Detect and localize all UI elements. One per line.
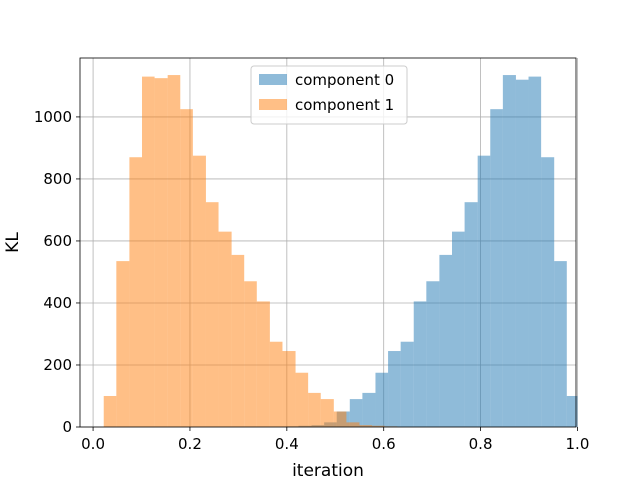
x-tick-label: 0.6 <box>372 435 396 453</box>
histogram-bar-component-0 <box>400 341 414 427</box>
x-axis-label: iteration <box>292 461 364 480</box>
histogram-bar-component-0 <box>439 254 452 427</box>
histogram-bar-component-0 <box>426 281 440 427</box>
histogram-bar-component-1 <box>320 399 334 427</box>
x-tick-label: 0.2 <box>178 435 202 453</box>
histogram-bar-component-0 <box>464 202 478 427</box>
histogram-bar-component-1 <box>180 109 193 427</box>
histogram-bar-component-1 <box>359 425 373 427</box>
histogram-bar-component-1 <box>116 261 130 427</box>
y-axis-label: KL <box>3 232 23 253</box>
histogram-bar-component-0 <box>349 399 363 427</box>
histogram-bar-component-0 <box>515 79 529 428</box>
y-tick-label: 1000 <box>34 108 72 126</box>
histogram-bar-component-0 <box>375 372 389 427</box>
histogram-bar-component-1 <box>282 351 296 427</box>
histogram-bar-component-0 <box>541 157 555 427</box>
histogram-bar-component-1 <box>346 422 360 427</box>
y-tick-label: 800 <box>43 170 72 188</box>
histogram-bar-component-0 <box>566 395 578 427</box>
y-tick-label: 200 <box>43 356 72 374</box>
histogram-bar-component-0 <box>490 109 503 427</box>
histogram-bar-component-1 <box>218 231 232 427</box>
histogram-bar-component-0 <box>554 261 567 427</box>
histogram-bar-component-1 <box>167 75 181 427</box>
histogram-bar-component-0 <box>477 155 491 428</box>
legend-swatch-component-1 <box>259 99 287 110</box>
histogram-bar-component-1 <box>372 425 385 427</box>
x-tick-label: 0.4 <box>275 435 299 453</box>
histogram-bar-component-1 <box>333 411 347 427</box>
histogram-bar-component-1 <box>231 254 245 427</box>
x-tick-label: 0.8 <box>469 435 493 453</box>
legend-label-component-1: component 1 <box>295 96 394 114</box>
ticks: 0.0 0.2 0.4 0.6 0.8 1.0 0 200 400 600 800 1000 <box>34 108 590 453</box>
legend-box <box>250 65 408 125</box>
x-tick-label: 1.0 <box>566 435 590 453</box>
x-tick-label: 0.0 <box>81 435 105 453</box>
histogram-bar-component-1 <box>103 395 117 427</box>
histogram-bar-component-0 <box>413 301 427 427</box>
legend-label-component-0: component 0 <box>295 71 394 89</box>
histogram-bar-component-1 <box>269 341 283 427</box>
histogram-bar-component-1 <box>205 202 219 427</box>
histogram-bar-component-0 <box>388 351 401 427</box>
bars <box>103 75 578 428</box>
histogram-bar-component-0 <box>362 392 376 427</box>
histogram-bar-component-1 <box>244 281 257 427</box>
histogram-bar-component-0 <box>502 75 516 427</box>
plot-frame <box>79 57 577 428</box>
histogram-bar-component-1 <box>295 372 309 427</box>
legend-swatch-component-0 <box>259 74 287 85</box>
histogram-bar-component-1 <box>129 157 142 427</box>
histogram-bar-component-1 <box>256 301 270 427</box>
legend: component 0 component 1 <box>250 65 408 125</box>
histogram-bar-component-1 <box>308 392 321 427</box>
histogram-bar-component-1 <box>192 155 206 428</box>
histogram-bar-component-1 <box>142 76 155 427</box>
histogram-bar-component-0 <box>452 231 465 427</box>
histogram-bar-component-0 <box>528 76 542 427</box>
y-tick-label: 400 <box>43 294 72 312</box>
histogram-bar-component-1 <box>154 78 168 428</box>
y-tick-label: 600 <box>43 232 72 250</box>
y-tick-label: 0 <box>62 418 72 436</box>
